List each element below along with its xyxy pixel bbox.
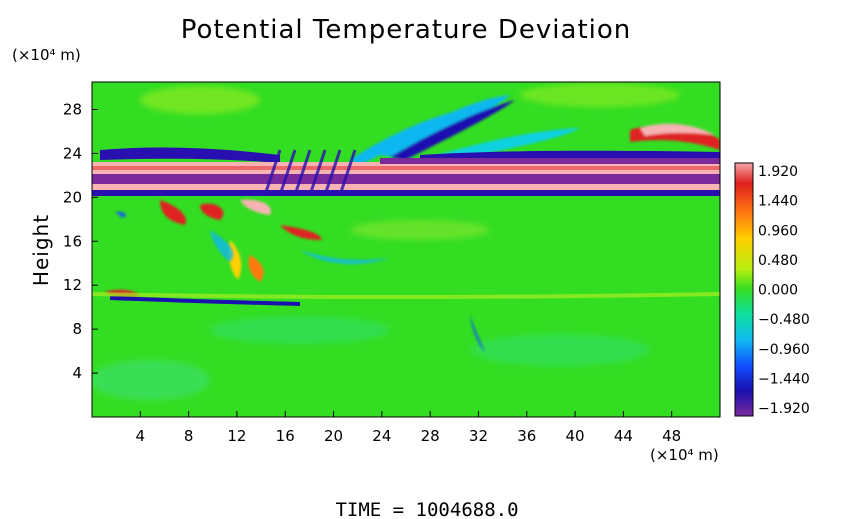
x-tick-label: 40	[566, 427, 585, 445]
x-tick-label: 16	[276, 427, 295, 445]
colorbar	[734, 162, 754, 417]
x-tick-label: 20	[324, 427, 343, 445]
heatmap-field	[92, 82, 720, 417]
x-tick-label: 12	[227, 427, 246, 445]
colorbar-label: −0.960	[758, 342, 810, 358]
y-tick-label: 12	[63, 276, 82, 294]
x-tick-label: 4	[136, 427, 146, 445]
x-unit-label: (×10⁴ m)	[650, 446, 719, 464]
y-tick-label: 16	[63, 232, 82, 250]
x-axis: 4 8 12 16 20 24 28 32 36 40 44 48	[136, 411, 681, 445]
time-label: TIME = 1004688.0	[335, 499, 518, 519]
chart-title: Potential Temperature Deviation	[181, 15, 632, 45]
colorbar-label: 0.960	[758, 223, 798, 239]
y-tick-label: 20	[63, 188, 82, 206]
x-tick-label: 44	[614, 427, 633, 445]
y-unit-label: (×10⁴ m)	[12, 46, 81, 64]
y-tick-label: 4	[72, 364, 82, 382]
y-tick-label: 24	[63, 144, 82, 162]
plot-frame	[91, 81, 721, 418]
x-tick-label: 48	[662, 427, 681, 445]
colorbar-label: 1.440	[758, 194, 798, 210]
x-tick-label: 32	[469, 427, 488, 445]
colorbar-label: 0.000	[758, 283, 798, 299]
colorbar-label: −1.440	[758, 371, 810, 387]
x-tick-label: 24	[372, 427, 391, 445]
colorbar-labels: 1.920 1.440 0.960 0.480 0.000 −0.480 −0.960 −1.…	[758, 164, 810, 417]
colorbar-label: 0.480	[758, 253, 798, 269]
x-tick-label: 8	[184, 427, 194, 445]
colorbar-label: 1.920	[758, 164, 798, 180]
x-tick-label: 28	[421, 427, 440, 445]
colorbar-label: −0.480	[758, 312, 810, 328]
colorbar-label: −1.920	[758, 401, 810, 417]
y-tick-label: 28	[63, 100, 82, 118]
y-axis-label: Height	[29, 214, 53, 286]
y-tick-label: 8	[72, 320, 82, 338]
y-axis: 4 8 12 16 20 24 28	[63, 100, 98, 382]
x-tick-label: 36	[517, 427, 536, 445]
